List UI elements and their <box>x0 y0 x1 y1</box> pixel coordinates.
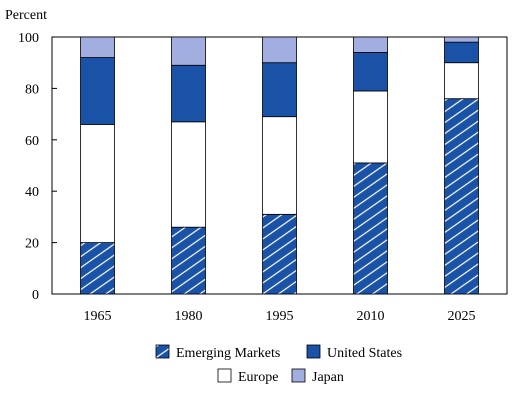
legend-label-emerging-markets: Emerging Markets <box>176 346 280 361</box>
y-tick-label: 20 <box>25 237 39 252</box>
x-tick-label: 1965 <box>84 309 112 324</box>
bar-emerging-markets-1965 <box>80 242 115 295</box>
legend-swatch-japan <box>291 368 306 383</box>
y-axis-label: Percent <box>5 8 47 23</box>
y-tick-label: 60 <box>25 134 39 149</box>
plot-area: 0 20 40 60 80 100 1965 1980 1995 2010 2025 <box>18 31 508 324</box>
bar-emerging-markets-2025 <box>444 98 479 295</box>
legend-label-japan: Japan <box>312 370 344 385</box>
bar-europe-1965 <box>80 123 115 243</box>
legend: Emerging Markets United States Europe Japan <box>155 344 402 385</box>
x-tick-label: 2025 <box>448 309 476 324</box>
bar-europe-2010 <box>353 90 388 164</box>
legend-label-united-states: United States <box>327 346 402 361</box>
y-tick-label: 0 <box>32 288 39 303</box>
bar-japan-2025 <box>444 36 479 43</box>
y-tick-label: 40 <box>25 185 39 200</box>
x-tick-label: 1980 <box>175 309 203 324</box>
legend-swatch-emerging-markets <box>155 344 170 359</box>
bar-japan-2010 <box>353 36 388 53</box>
x-tick-label: 1995 <box>266 309 294 324</box>
bar-emerging-markets-2010 <box>353 162 388 295</box>
bar-europe-2025 <box>444 62 479 100</box>
legend-swatch-europe <box>217 368 232 383</box>
bar-emerging-markets-1995 <box>262 213 297 295</box>
bar-united-states-2010 <box>353 52 388 92</box>
legend-label-europe: Europe <box>238 370 278 385</box>
bar-emerging-markets-1980 <box>171 226 206 295</box>
x-tick-label: 2010 <box>357 309 385 324</box>
bar-europe-1995 <box>262 116 297 215</box>
bar-united-states-1995 <box>262 62 297 118</box>
bar-japan-1980 <box>171 36 206 66</box>
bar-united-states-1980 <box>171 64 206 123</box>
y-tick-label: 80 <box>25 82 39 97</box>
y-tick-label: 100 <box>18 31 39 46</box>
legend-swatch-united-states <box>306 344 321 359</box>
bar-japan-1995 <box>262 36 297 64</box>
bar-united-states-2025 <box>444 41 479 64</box>
bar-united-states-1965 <box>80 57 115 125</box>
bar-japan-1965 <box>80 36 115 58</box>
bar-europe-1980 <box>171 121 206 228</box>
